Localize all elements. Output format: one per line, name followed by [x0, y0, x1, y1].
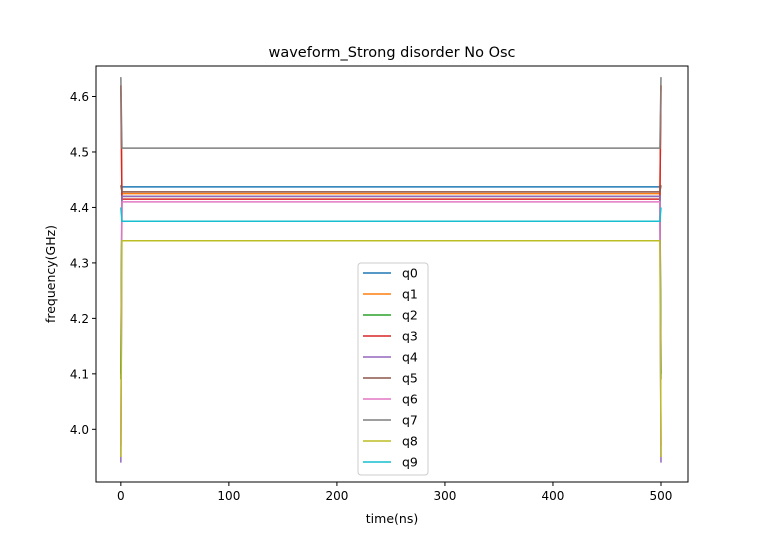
- series-line-q9: [120, 207, 662, 223]
- y-tick-label: 4.0: [70, 423, 89, 437]
- legend-label-q8: q8: [402, 434, 418, 449]
- y-tick-label: 4.4: [70, 201, 89, 215]
- y-tick-label: 4.2: [70, 312, 89, 326]
- series-line-q3: [120, 85, 662, 200]
- legend-label-q5: q5: [402, 371, 418, 386]
- series-line-q5: [120, 185, 662, 193]
- legend-label-q4: q4: [402, 350, 418, 365]
- legend-label-q1: q1: [402, 287, 418, 302]
- y-tick-label: 4.6: [70, 90, 89, 104]
- x-tick-label: 0: [117, 489, 125, 503]
- legend: q0 q1 q2 q3 q4 q5 q6 q7 q8 q9: [357, 262, 429, 476]
- y-axis: 4.0 4.1 4.2 4.3 4.4 4.5 4.6: [70, 90, 96, 437]
- legend-label-q0: q0: [402, 266, 418, 281]
- series-line-q7: [120, 77, 662, 149]
- y-tick-label: 4.3: [70, 256, 89, 270]
- x-tick-label: 300: [433, 489, 456, 503]
- x-axis: 0 100 200 300 400 500: [117, 482, 672, 503]
- series-line-q1: [120, 85, 662, 195]
- x-tick-label: 200: [325, 489, 348, 503]
- y-tick-label: 4.5: [70, 145, 89, 159]
- legend-label-q7: q7: [402, 413, 418, 428]
- y-tick-label: 4.1: [70, 367, 89, 381]
- x-tick-label: 100: [217, 489, 240, 503]
- x-axis-label: time(ns): [366, 511, 418, 526]
- legend-label-q9: q9: [402, 455, 418, 470]
- legend-label-q2: q2: [402, 308, 418, 323]
- legend-label-q3: q3: [402, 329, 418, 344]
- y-axis-label: frequency(GHz): [43, 225, 58, 323]
- plot-lines: [120, 77, 662, 463]
- legend-label-q6: q6: [402, 392, 418, 407]
- legend-box: [357, 262, 429, 476]
- chart-title: waveform_Strong disorder No Osc: [268, 45, 515, 61]
- series-line-q8: [120, 239, 662, 458]
- plot-frame: [95, 65, 689, 483]
- x-tick-label: 400: [542, 489, 565, 503]
- x-tick-label: 500: [650, 489, 673, 503]
